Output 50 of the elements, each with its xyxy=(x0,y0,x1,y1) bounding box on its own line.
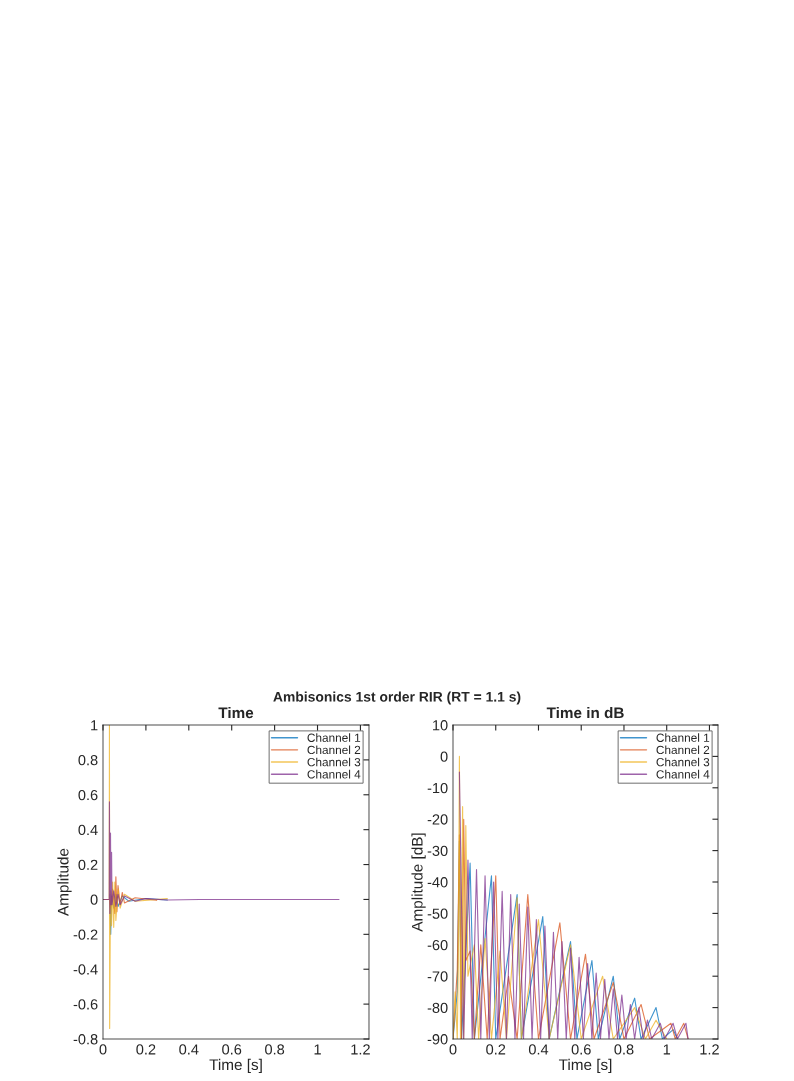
y-tick-label: 0 xyxy=(90,894,98,905)
y-tick-label: -40 xyxy=(427,877,448,888)
text: Ambisonics 1st order RIR (RT = 1.1 s) xyxy=(273,691,521,705)
y-tick-label: 0.2 xyxy=(78,859,98,870)
chart-title: Time xyxy=(218,706,254,719)
y-tick-label: 0.4 xyxy=(78,824,98,836)
x-tick-label: 0.2 xyxy=(136,1044,156,1055)
y-axis-title: Amplitude xyxy=(57,848,72,916)
y-tick-label: -0.6 xyxy=(73,999,98,1010)
y-tick-label: 0.6 xyxy=(78,789,98,801)
x-tick-label: 1 xyxy=(314,1044,321,1055)
y-tick-label: -30 xyxy=(427,845,448,857)
y-tick-label: -70 xyxy=(427,971,448,982)
chart-title: Time in dB xyxy=(546,706,624,719)
legend-label: Channel 1 xyxy=(307,733,361,742)
y-tick-label: 10 xyxy=(433,720,448,731)
legend-label: Channel 2 xyxy=(656,745,710,755)
x-tick-label: 1 xyxy=(663,1044,671,1055)
x-tick-label: 0.2 xyxy=(486,1044,506,1055)
y-tick-label: 0 xyxy=(440,751,448,762)
legend-label: Channel 1 xyxy=(656,733,710,742)
y-tick-label: 0.8 xyxy=(78,754,98,766)
y-tick-label: -0.4 xyxy=(73,964,98,975)
y-tick-label: -60 xyxy=(427,939,448,951)
y-tick-label: -20 xyxy=(427,814,448,825)
x-tick-label: 0 xyxy=(99,1044,107,1055)
y-tick-label: -50 xyxy=(427,908,448,919)
legend-label: Channel 4 xyxy=(307,769,361,779)
legend-label: Channel 3 xyxy=(656,757,710,767)
legend-label: Channel 4 xyxy=(656,769,710,779)
y-tick-label: -80 xyxy=(427,1002,448,1014)
x-tick-label: 0.6 xyxy=(222,1044,242,1055)
y-axis-title: Amplitude [dB] xyxy=(411,833,426,932)
x-axis-title: Time [s] xyxy=(558,1058,612,1074)
legend-label: Channel 2 xyxy=(307,745,361,755)
y-tick-label: -10 xyxy=(427,782,448,794)
x-tick-label: 0.8 xyxy=(614,1044,634,1055)
y-tick-label: -0.2 xyxy=(73,929,98,940)
x-axis-title: Time [s] xyxy=(209,1058,262,1074)
y-tick-label: -90 xyxy=(427,1034,448,1045)
x-tick-label: 0 xyxy=(449,1044,457,1055)
x-tick-label: 1.2 xyxy=(700,1044,719,1055)
x-tick-label: 0.4 xyxy=(179,1044,199,1055)
x-tick-label: 1.2 xyxy=(351,1044,370,1055)
y-tick-label: 1 xyxy=(91,720,98,731)
x-tick-label: 0.4 xyxy=(528,1044,549,1055)
y-tick-label: -0.8 xyxy=(73,1034,98,1045)
x-tick-label: 0.6 xyxy=(571,1044,591,1055)
legend-label: Channel 3 xyxy=(307,757,361,767)
x-tick-label: 0.8 xyxy=(265,1044,285,1055)
